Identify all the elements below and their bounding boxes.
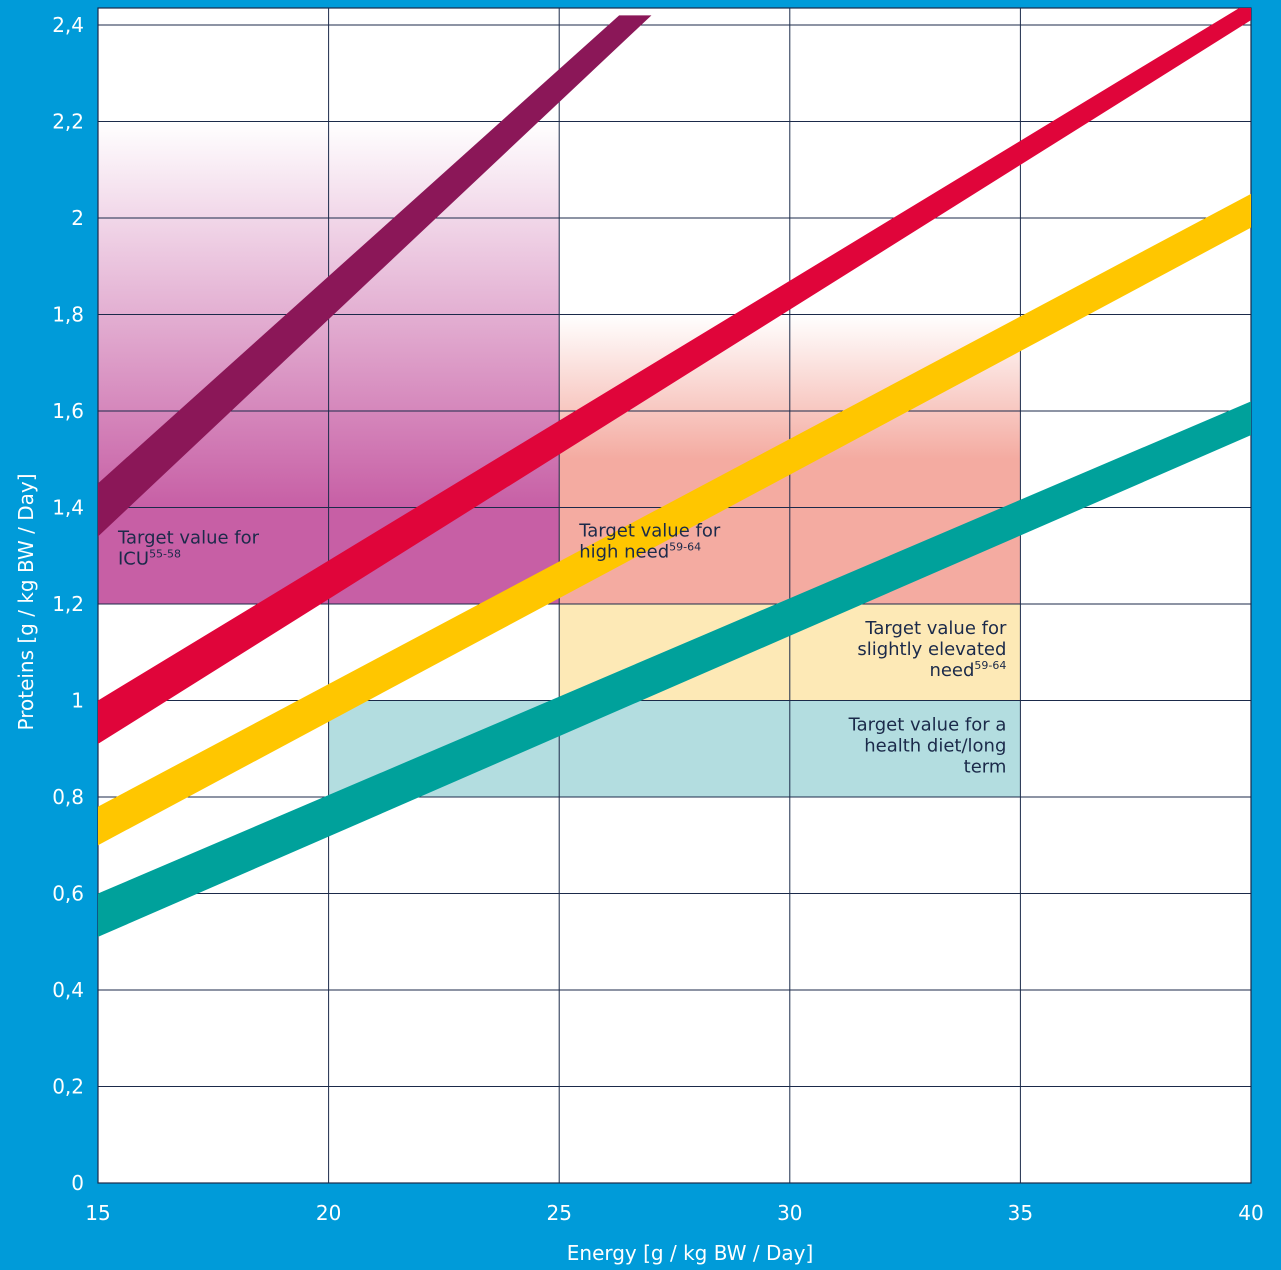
region-label: Target value for (864, 618, 1007, 639)
plot-border (97, 7, 1252, 1184)
y-tick-label: 1,4 (52, 496, 84, 520)
region-label: Target value for (578, 520, 721, 541)
region-label: health diet/long (864, 736, 1006, 757)
y-axis-title: Proteins [g / kg BW / Day] (14, 473, 38, 730)
y-tick-label: 2,2 (52, 110, 84, 134)
y-tick-label: 1,6 (52, 399, 84, 423)
x-tick-label: 15 (85, 1201, 110, 1225)
x-tick-label: 25 (546, 1201, 571, 1225)
region-label: Target value for (117, 528, 260, 549)
y-tick-label: 0,4 (52, 978, 84, 1002)
x-axis-title: Energy [g / kg BW / Day] (567, 1241, 814, 1265)
series-band (98, 193, 1251, 846)
series-bands (98, 8, 1251, 937)
region-label: ICU55-58 (118, 548, 181, 570)
region-label: Target value for a (848, 715, 1007, 736)
axis-ticks: 15 20 25 30 35 40 0 0,2 0,4 0,6 0,8 1 1,2 1,4 1,6 1,8 2 2… (52, 13, 1264, 1225)
x-tick-label: 20 (316, 1201, 341, 1225)
y-tick-label: 2 (71, 206, 84, 230)
region-label: term (964, 757, 1007, 778)
region-label: high need59-64 (579, 540, 701, 562)
x-tick-label: 30 (777, 1201, 802, 1225)
y-tick-label: 2,4 (52, 13, 84, 37)
y-tick-label: 0,6 (52, 882, 84, 906)
region-label: need59-64 (929, 659, 1006, 681)
y-tick-label: 1 (71, 689, 84, 713)
y-tick-label: 1,2 (52, 592, 84, 616)
y-tick-label: 1,8 (52, 303, 84, 327)
x-tick-label: 35 (1008, 1201, 1033, 1225)
y-tick-label: 0,2 (52, 1075, 84, 1099)
x-tick-label: 40 (1238, 1201, 1263, 1225)
series-band (98, 401, 1251, 937)
y-tick-label: 0,8 (52, 785, 84, 809)
y-tick-label: 0 (71, 1171, 84, 1195)
series-band (98, 8, 1251, 744)
region-label: slightly elevated (857, 639, 1006, 660)
